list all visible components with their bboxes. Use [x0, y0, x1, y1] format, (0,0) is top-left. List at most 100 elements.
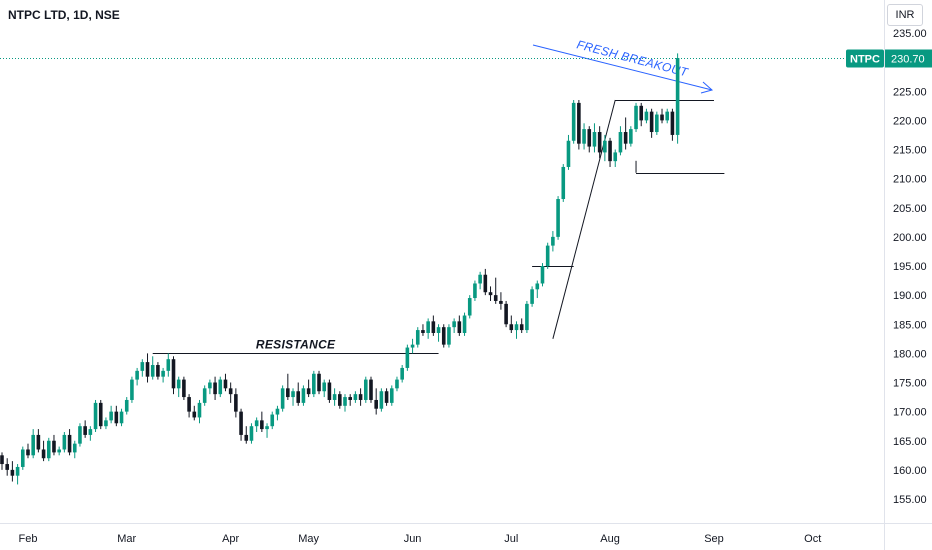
- candle[interactable]: [52, 434, 56, 456]
- candle[interactable]: [280, 385, 285, 412]
- candle[interactable]: [213, 376, 217, 400]
- candle[interactable]: [343, 394, 347, 412]
- candle[interactable]: [582, 123, 586, 150]
- candle[interactable]: [395, 376, 399, 392]
- candle[interactable]: [483, 268, 488, 296]
- candle[interactable]: [571, 99, 576, 144]
- candle[interactable]: [26, 443, 30, 459]
- candle[interactable]: [218, 376, 223, 398]
- candle[interactable]: [389, 385, 394, 406]
- candle[interactable]: [46, 437, 51, 462]
- candle[interactable]: [551, 231, 555, 252]
- candle[interactable]: [556, 196, 560, 240]
- candle[interactable]: [78, 423, 82, 447]
- candle[interactable]: [436, 324, 441, 342]
- candle[interactable]: [504, 300, 508, 328]
- candlestick-series[interactable]: [0, 53, 680, 485]
- candle[interactable]: [332, 388, 337, 406]
- candle[interactable]: [675, 53, 680, 144]
- candle[interactable]: [545, 242, 550, 269]
- candle[interactable]: [421, 324, 425, 336]
- candle[interactable]: [234, 388, 238, 418]
- candle[interactable]: [509, 315, 514, 333]
- candle[interactable]: [561, 164, 566, 202]
- candle[interactable]: [452, 318, 456, 333]
- candle[interactable]: [20, 446, 25, 470]
- candle[interactable]: [260, 411, 264, 433]
- candle[interactable]: [5, 458, 9, 476]
- candle[interactable]: [130, 376, 134, 403]
- candle[interactable]: [577, 99, 581, 150]
- candle[interactable]: [540, 263, 545, 287]
- candle[interactable]: [415, 327, 420, 348]
- candle[interactable]: [670, 108, 675, 141]
- candle[interactable]: [161, 367, 165, 383]
- currency-selector[interactable]: INR: [887, 4, 923, 26]
- candle[interactable]: [202, 385, 207, 406]
- candle[interactable]: [156, 362, 160, 380]
- candle[interactable]: [171, 356, 176, 395]
- candle[interactable]: [223, 373, 228, 392]
- candle[interactable]: [400, 365, 404, 383]
- candle[interactable]: [358, 388, 363, 406]
- candle[interactable]: [15, 464, 20, 485]
- candle[interactable]: [499, 292, 503, 310]
- candle[interactable]: [327, 379, 332, 403]
- candle[interactable]: [244, 426, 249, 444]
- candle[interactable]: [10, 461, 15, 482]
- candle[interactable]: [228, 382, 233, 403]
- candle[interactable]: [291, 388, 295, 406]
- candle[interactable]: [67, 429, 72, 456]
- candle[interactable]: [603, 134, 607, 162]
- candle[interactable]: [83, 420, 87, 438]
- candle[interactable]: [72, 440, 77, 459]
- candle[interactable]: [374, 388, 378, 415]
- candle[interactable]: [296, 382, 301, 406]
- candle[interactable]: [197, 399, 202, 424]
- candle[interactable]: [254, 417, 259, 433]
- candle[interactable]: [447, 324, 451, 348]
- candle[interactable]: [187, 394, 191, 418]
- candle[interactable]: [566, 134, 571, 170]
- candle[interactable]: [488, 286, 493, 301]
- candle[interactable]: [275, 405, 280, 421]
- candle[interactable]: [124, 397, 129, 415]
- candle[interactable]: [239, 408, 243, 441]
- candle[interactable]: [457, 315, 462, 336]
- candle[interactable]: [98, 399, 103, 430]
- candle[interactable]: [431, 315, 436, 336]
- candle[interactable]: [312, 370, 316, 398]
- candle[interactable]: [286, 373, 290, 400]
- candle[interactable]: [660, 108, 664, 124]
- candle[interactable]: [41, 440, 46, 462]
- candle[interactable]: [629, 126, 633, 147]
- candle[interactable]: [525, 300, 529, 333]
- candle[interactable]: [208, 379, 212, 395]
- candle[interactable]: [322, 379, 327, 398]
- candle[interactable]: [473, 280, 477, 301]
- candle[interactable]: [410, 338, 415, 354]
- candle[interactable]: [0, 452, 4, 470]
- candle[interactable]: [478, 271, 482, 290]
- candle[interactable]: [109, 405, 113, 424]
- candle[interactable]: [166, 353, 171, 377]
- candle[interactable]: [665, 108, 670, 124]
- candle[interactable]: [57, 446, 61, 456]
- candle[interactable]: [613, 149, 618, 167]
- candle[interactable]: [301, 385, 306, 406]
- candle[interactable]: [363, 376, 368, 403]
- candle[interactable]: [618, 126, 623, 156]
- candle[interactable]: [514, 321, 519, 339]
- candle[interactable]: [634, 102, 638, 133]
- candle[interactable]: [88, 426, 93, 441]
- candle[interactable]: [145, 353, 150, 383]
- candle[interactable]: [135, 367, 139, 386]
- candle[interactable]: [306, 379, 311, 398]
- candle[interactable]: [176, 376, 181, 398]
- candle[interactable]: [405, 344, 410, 371]
- candle[interactable]: [270, 411, 275, 430]
- candle[interactable]: [317, 370, 321, 395]
- candle[interactable]: [150, 356, 155, 380]
- candle[interactable]: [530, 286, 534, 307]
- candle[interactable]: [655, 111, 659, 135]
